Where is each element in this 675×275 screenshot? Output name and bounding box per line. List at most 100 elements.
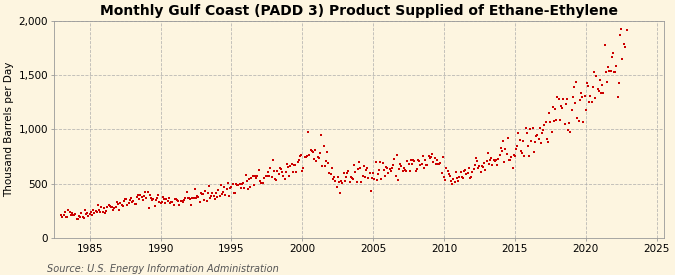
Point	[439, 175, 450, 180]
Point	[81, 212, 92, 216]
Point	[248, 183, 259, 188]
Point	[194, 199, 205, 204]
Point	[450, 180, 460, 184]
Point	[290, 163, 300, 167]
Point	[86, 213, 97, 217]
Point	[109, 205, 120, 210]
Point	[483, 151, 493, 156]
Point	[336, 178, 347, 183]
Point	[535, 141, 546, 145]
Point	[76, 211, 87, 216]
Point	[473, 165, 484, 170]
Point	[323, 160, 333, 165]
Point	[59, 210, 70, 214]
Point	[422, 163, 433, 167]
Point	[576, 91, 587, 95]
Point	[433, 162, 443, 167]
Point	[218, 190, 229, 194]
Point	[340, 178, 350, 183]
Point	[265, 166, 276, 170]
Point	[101, 209, 111, 214]
Point	[136, 195, 147, 199]
Point	[530, 140, 541, 145]
Point	[522, 144, 533, 148]
Point	[601, 80, 612, 84]
Point	[302, 154, 313, 158]
Point	[544, 111, 555, 116]
Point	[174, 202, 185, 207]
Point	[199, 198, 210, 202]
Point	[327, 177, 338, 182]
Point	[459, 169, 470, 173]
Point	[129, 202, 140, 206]
Point	[563, 128, 574, 133]
Point	[379, 174, 390, 178]
Point	[316, 133, 327, 137]
Point	[277, 169, 288, 174]
Point	[319, 164, 330, 169]
Point	[605, 69, 616, 73]
Point	[617, 57, 628, 61]
Point	[445, 174, 456, 178]
Point	[234, 182, 245, 186]
Point	[184, 196, 194, 200]
Point	[450, 170, 461, 174]
Point	[393, 178, 404, 183]
Point	[206, 194, 217, 199]
Point	[232, 183, 243, 187]
Point	[315, 150, 325, 155]
Point	[286, 162, 297, 167]
Point	[579, 94, 590, 98]
Point	[91, 210, 102, 214]
Point	[110, 204, 121, 209]
Point	[524, 154, 535, 158]
Point	[149, 204, 160, 208]
Point	[126, 196, 136, 200]
Point	[420, 158, 431, 162]
Point	[220, 193, 231, 197]
Point	[466, 175, 477, 179]
Point	[285, 164, 296, 169]
Point	[453, 178, 464, 183]
Point	[238, 181, 248, 185]
Point	[138, 194, 149, 199]
Point	[362, 166, 373, 170]
Point	[526, 138, 537, 143]
Point	[310, 148, 321, 153]
Point	[242, 179, 252, 183]
Point	[267, 158, 278, 162]
Point	[152, 196, 163, 200]
Point	[440, 178, 451, 182]
Point	[620, 45, 630, 49]
Point	[317, 164, 328, 169]
Point	[205, 196, 215, 201]
Point	[409, 159, 420, 164]
Point	[455, 170, 466, 175]
Point	[418, 166, 429, 170]
Point	[338, 171, 349, 175]
Point	[601, 70, 612, 75]
Point	[176, 198, 187, 203]
Point	[154, 199, 165, 204]
Point	[343, 169, 354, 173]
Point	[341, 174, 352, 179]
Point	[240, 172, 251, 177]
Point	[478, 165, 489, 169]
Point	[382, 166, 393, 170]
Point	[113, 201, 124, 206]
Point	[350, 170, 361, 174]
Point	[171, 197, 182, 201]
Point	[560, 102, 571, 106]
Point	[108, 208, 119, 212]
Point	[121, 197, 132, 202]
Point	[195, 191, 206, 195]
Point	[324, 171, 335, 175]
Point	[348, 176, 358, 181]
Point	[599, 43, 610, 47]
Point	[370, 160, 381, 164]
Point	[428, 160, 439, 165]
Point	[403, 162, 414, 166]
Point	[497, 148, 508, 153]
Point	[565, 130, 576, 134]
Point	[538, 127, 549, 132]
